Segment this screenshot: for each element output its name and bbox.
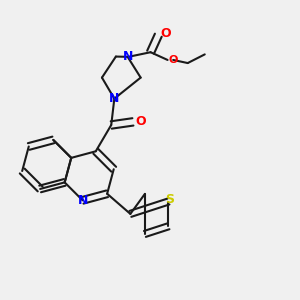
Text: N: N: [77, 194, 88, 207]
Text: N: N: [123, 50, 134, 63]
Text: O: O: [169, 55, 178, 65]
Text: O: O: [135, 116, 146, 128]
Text: S: S: [166, 194, 175, 206]
Text: N: N: [109, 92, 119, 105]
Text: O: O: [161, 27, 171, 40]
